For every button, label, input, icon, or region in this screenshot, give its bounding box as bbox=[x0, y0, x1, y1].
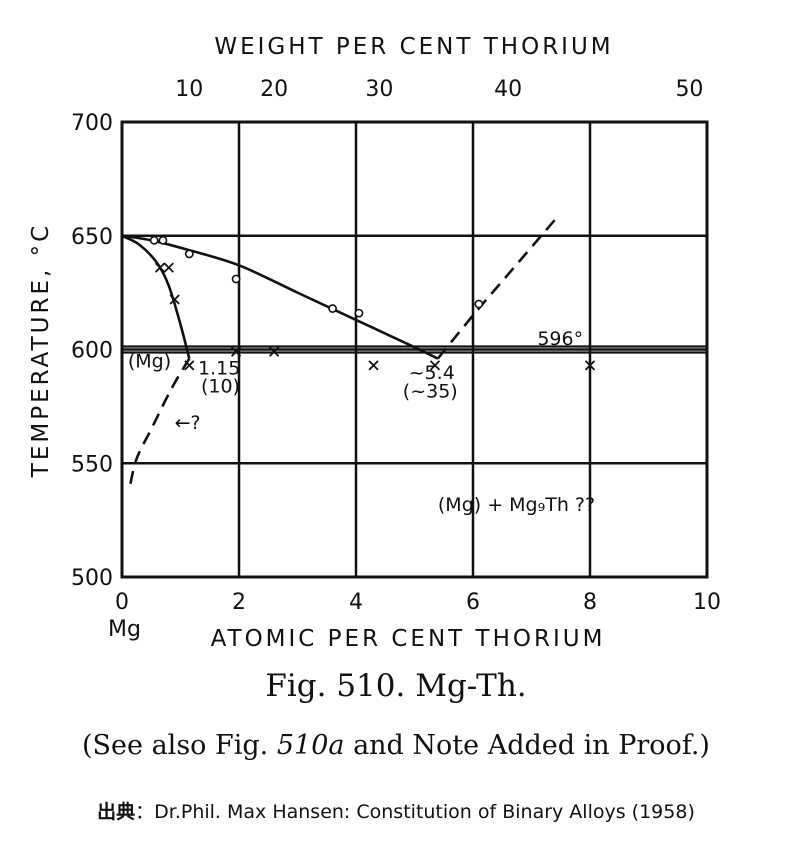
cross-marker bbox=[230, 346, 242, 357]
x-axis-title: ATOMIC PER CENT THORIUM bbox=[211, 626, 606, 652]
figure-caption: Fig. 510. Mg-Th. bbox=[265, 668, 527, 704]
x-tick-label: 4 bbox=[349, 590, 363, 615]
source-credit: 出典：Dr.Phil. Max Hansen: Constitution of … bbox=[0, 797, 792, 824]
x-tick-label: 2 bbox=[232, 590, 246, 615]
source-text: ：Dr.Phil. Max Hansen: Constitution of Bi… bbox=[135, 801, 695, 823]
top-tick-labels: 10 20 30 40 50 bbox=[175, 77, 703, 102]
top-axis-title: WEIGHT PER CENT THORIUM bbox=[214, 34, 613, 60]
phase-boundary-1 bbox=[121, 234, 191, 359]
top-tick-label: 40 bbox=[494, 77, 522, 102]
figure-note: (See also Fig. 510a and Note Added in Pr… bbox=[0, 730, 792, 761]
annotation-label: (~35) bbox=[403, 380, 458, 402]
cross-marker bbox=[169, 294, 180, 305]
data-markers bbox=[149, 235, 596, 371]
annotations: 596° (Mg) 1.15(10) ~5.4(~35) ←? (Mg) + Mg₉Th … bbox=[128, 328, 595, 516]
annotation-label: (Mg) bbox=[128, 351, 171, 373]
cross-marker bbox=[268, 346, 280, 357]
top-tick-label: 20 bbox=[260, 77, 288, 102]
annotation-label: 1.15 bbox=[198, 358, 240, 380]
note-part-3: and Note Added in Proof.) bbox=[344, 730, 710, 761]
circle-marker bbox=[474, 299, 484, 309]
note-part-1: (See also Fig. bbox=[82, 730, 277, 761]
cross-marker bbox=[163, 262, 174, 273]
annotation-label: ~5.4 bbox=[409, 362, 455, 384]
grid-lines bbox=[122, 122, 707, 577]
phase-boundary-2 bbox=[127, 357, 191, 491]
annotation-label: ←? bbox=[175, 412, 201, 434]
top-tick-label: 10 bbox=[175, 77, 203, 102]
cross-marker bbox=[368, 360, 379, 371]
phase-boundary-3 bbox=[436, 218, 556, 360]
x-tick-label: 6 bbox=[466, 590, 480, 615]
y-tick-labels: 500 550 600 650 700 bbox=[71, 111, 113, 591]
x-tick-label: 0 bbox=[115, 590, 129, 615]
cross-marker bbox=[184, 360, 195, 371]
y-tick-label: 650 bbox=[71, 225, 113, 250]
y-tick-label: 500 bbox=[71, 566, 113, 591]
y-tick-label: 600 bbox=[71, 339, 113, 364]
top-tick-label: 50 bbox=[675, 77, 703, 102]
annotation-label: (Mg) + Mg₉Th ?? bbox=[438, 494, 595, 516]
x-sublabel: Mg bbox=[108, 617, 141, 642]
phase-diagram: 0 2 4 6 8 10 500 550 600 650 700 10 20 30 40 50 596° (… bbox=[28, 34, 721, 652]
circle-marker bbox=[231, 274, 241, 284]
annotation-label: 596° bbox=[537, 328, 583, 350]
phase-boundary-0 bbox=[121, 234, 439, 360]
source-label: 出典 bbox=[97, 801, 136, 823]
plot-frame bbox=[120, 120, 709, 579]
y-tick-label: 550 bbox=[71, 452, 113, 477]
circle-marker bbox=[149, 235, 159, 245]
annotation-label: (10) bbox=[201, 376, 240, 398]
cross-marker bbox=[429, 360, 441, 371]
x-tick-labels: 0 2 4 6 8 10 bbox=[115, 590, 721, 615]
y-tick-label: 700 bbox=[71, 111, 113, 136]
circle-marker bbox=[184, 249, 194, 259]
note-part-2: 510a bbox=[276, 730, 345, 761]
cross-marker bbox=[154, 262, 166, 273]
cross-marker bbox=[584, 360, 596, 371]
y-axis-title: TEMPERATURE, °C bbox=[28, 223, 54, 478]
circle-marker bbox=[354, 308, 364, 318]
top-tick-label: 30 bbox=[365, 77, 393, 102]
x-tick-label: 8 bbox=[583, 590, 597, 615]
x-tick-label: 10 bbox=[693, 590, 721, 615]
circle-marker bbox=[328, 304, 337, 313]
circle-marker bbox=[158, 235, 168, 245]
phase-boundaries bbox=[121, 218, 707, 491]
